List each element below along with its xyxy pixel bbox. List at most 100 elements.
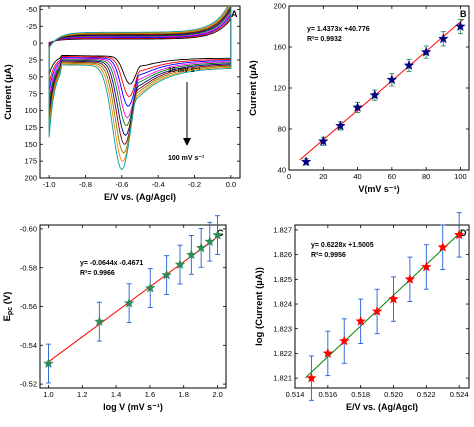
x-tick-label-B: 20 <box>319 172 327 181</box>
y-axis-title-C: Epc (V) <box>2 292 14 322</box>
fit-equation-B: y= 1.4373x +40.776 <box>307 26 370 33</box>
x-tick-label-C: 1.0 <box>43 390 53 399</box>
x-axis-title-A: E/V vs. (Ag/Agcl) <box>104 192 176 202</box>
y-tick-label-C: -0.60 <box>20 224 37 233</box>
x-tick-label-A: -0.6 <box>115 180 128 189</box>
y-tick-label-D: 1.823 <box>273 324 292 333</box>
data-point-B <box>403 59 415 70</box>
data-point-C <box>212 229 223 240</box>
y-tick-label-B: 160 <box>273 43 286 52</box>
y-tick-label-D: 1.826 <box>273 250 292 259</box>
y-tick-label-C: -0.58 <box>20 263 37 272</box>
data-point-C <box>186 249 197 260</box>
y-tick-label-A: 25 <box>29 56 37 65</box>
y-tick-label-A: 175 <box>24 157 37 166</box>
x-tick-label-C: 1.2 <box>77 390 87 399</box>
voltammogram-curve <box>48 6 232 171</box>
x-tick-label-B: 100 <box>454 172 467 181</box>
x-tick-label-D: 0.522 <box>417 390 436 399</box>
y-tick-label-B: 40 <box>278 166 286 175</box>
r-squared-B: R²= 0.9932 <box>307 36 342 43</box>
data-point-B <box>420 46 432 57</box>
panel-letter-C: C <box>217 228 224 238</box>
y-axis-title-unit-C: (V) <box>2 292 13 307</box>
x-tick-label-D: 0.514 <box>286 390 305 399</box>
x-tick-label-D: 0.518 <box>351 390 370 399</box>
fit-line-D <box>305 229 465 379</box>
plot-frame-C <box>39 224 227 389</box>
panel-C: 1.0 1.2 1.4 1.6 1.8 2.0 -0.52 -0.54 -0.56 -0.58 -0… <box>2 215 227 412</box>
y-tick-label-A: 0 <box>33 39 37 48</box>
x-tick-label-B: 40 <box>353 172 361 181</box>
x-tick-label-B: 0 <box>287 172 291 181</box>
data-point-D <box>421 261 432 272</box>
y-tick-label-B: 200 <box>273 2 286 11</box>
panel-letter-B: B <box>460 9 467 19</box>
plot-frame-D <box>294 224 470 389</box>
y-tick-label-D: 1.822 <box>273 349 292 358</box>
data-point-D <box>437 241 449 252</box>
data-point-D <box>306 372 317 383</box>
x-tick-label-C: 1.6 <box>145 390 155 399</box>
data-point-D <box>404 273 416 284</box>
data-point-C <box>123 297 135 308</box>
data-point-C <box>94 316 105 327</box>
data-point-C <box>204 236 216 247</box>
y-tick-label-C: -0.56 <box>20 302 37 311</box>
panel-letter-D: D <box>460 228 467 238</box>
y-axis-title-main-C: E <box>2 315 13 321</box>
x-tick-label-D: 0.520 <box>384 390 403 399</box>
data-point-C <box>144 282 156 293</box>
data-point-C <box>174 259 186 270</box>
data-point-D <box>371 305 383 316</box>
x-tick-label-C: 1.4 <box>111 390 121 399</box>
scan-rate-arrow-head <box>183 138 191 146</box>
data-point-B <box>369 89 381 100</box>
y-tick-label-A: 50 <box>29 72 37 81</box>
annotation-100mv: 100 mV s⁻¹ <box>168 155 205 162</box>
x-tick-label-D: 0.516 <box>318 390 337 399</box>
r-squared-C: R²= 0.9966 <box>80 270 115 277</box>
y-tick-label-A: -50 <box>26 5 37 14</box>
y-tick-label-A: 200 <box>24 174 37 183</box>
y-axis-title-D: log (Current (µA)) <box>254 267 265 346</box>
data-point-B <box>386 74 398 85</box>
x-tick-label-C: 1.8 <box>179 390 189 399</box>
y-tick-label-D: 1.825 <box>273 275 292 284</box>
x-tick-label-A: 0.0 <box>226 180 236 189</box>
data-point-B <box>317 135 329 146</box>
x-axis-title-C: log V (mV s⁻¹) <box>103 402 163 412</box>
x-tick-label-A: -0.4 <box>152 180 165 189</box>
y-tick-label-A: 100 <box>24 106 37 115</box>
data-point-D <box>322 347 334 358</box>
x-tick-label-D: 0.524 <box>450 390 469 399</box>
data-point-C <box>195 242 207 253</box>
panel-A: -1.0 -0.8 -0.6 -0.4 -0.2 0.0 -50 -25 0 25 50 75 100 1… <box>3 5 241 202</box>
x-axis-title-B: V(mV s⁻¹) <box>358 184 399 194</box>
x-tick-label-A: -1.0 <box>43 180 56 189</box>
data-point-D <box>338 335 350 346</box>
x-tick-label-B: 80 <box>422 172 430 181</box>
y-tick-label-B: 80 <box>278 125 286 134</box>
data-point-D <box>388 293 399 304</box>
data-point-B <box>352 101 363 112</box>
voltammogram-curves <box>48 6 232 171</box>
panel-B: 0 20 40 60 80 100 40 80 120 160 200 B V(mV s⁻¹) Curre… <box>248 2 470 194</box>
panel-letter-A: A <box>231 9 238 19</box>
y-tick-label-C: -0.52 <box>20 380 37 389</box>
data-point-D <box>453 229 465 240</box>
x-axis-title-D: E/V vs. (Ag/Agcl) <box>346 402 418 412</box>
plot-frame-A <box>39 5 241 179</box>
x-tick-label-C: 2.0 <box>212 390 222 399</box>
data-point-D <box>355 315 366 326</box>
fit-equation-C: y= -0.0644x -0.4671 <box>80 260 143 267</box>
y-tick-label-B: 120 <box>273 84 286 93</box>
y-tick-label-A: 150 <box>24 140 37 149</box>
panel-D: 0.514 0.516 0.518 0.520 0.522 0.524 1.821 1.822… <box>254 212 470 412</box>
data-point-B <box>335 120 346 131</box>
y-tick-label-D: 1.827 <box>273 226 292 235</box>
data-point-C <box>43 357 54 369</box>
y-tick-label-C: -0.54 <box>20 341 37 350</box>
y-tick-label-A: 75 <box>29 89 37 98</box>
